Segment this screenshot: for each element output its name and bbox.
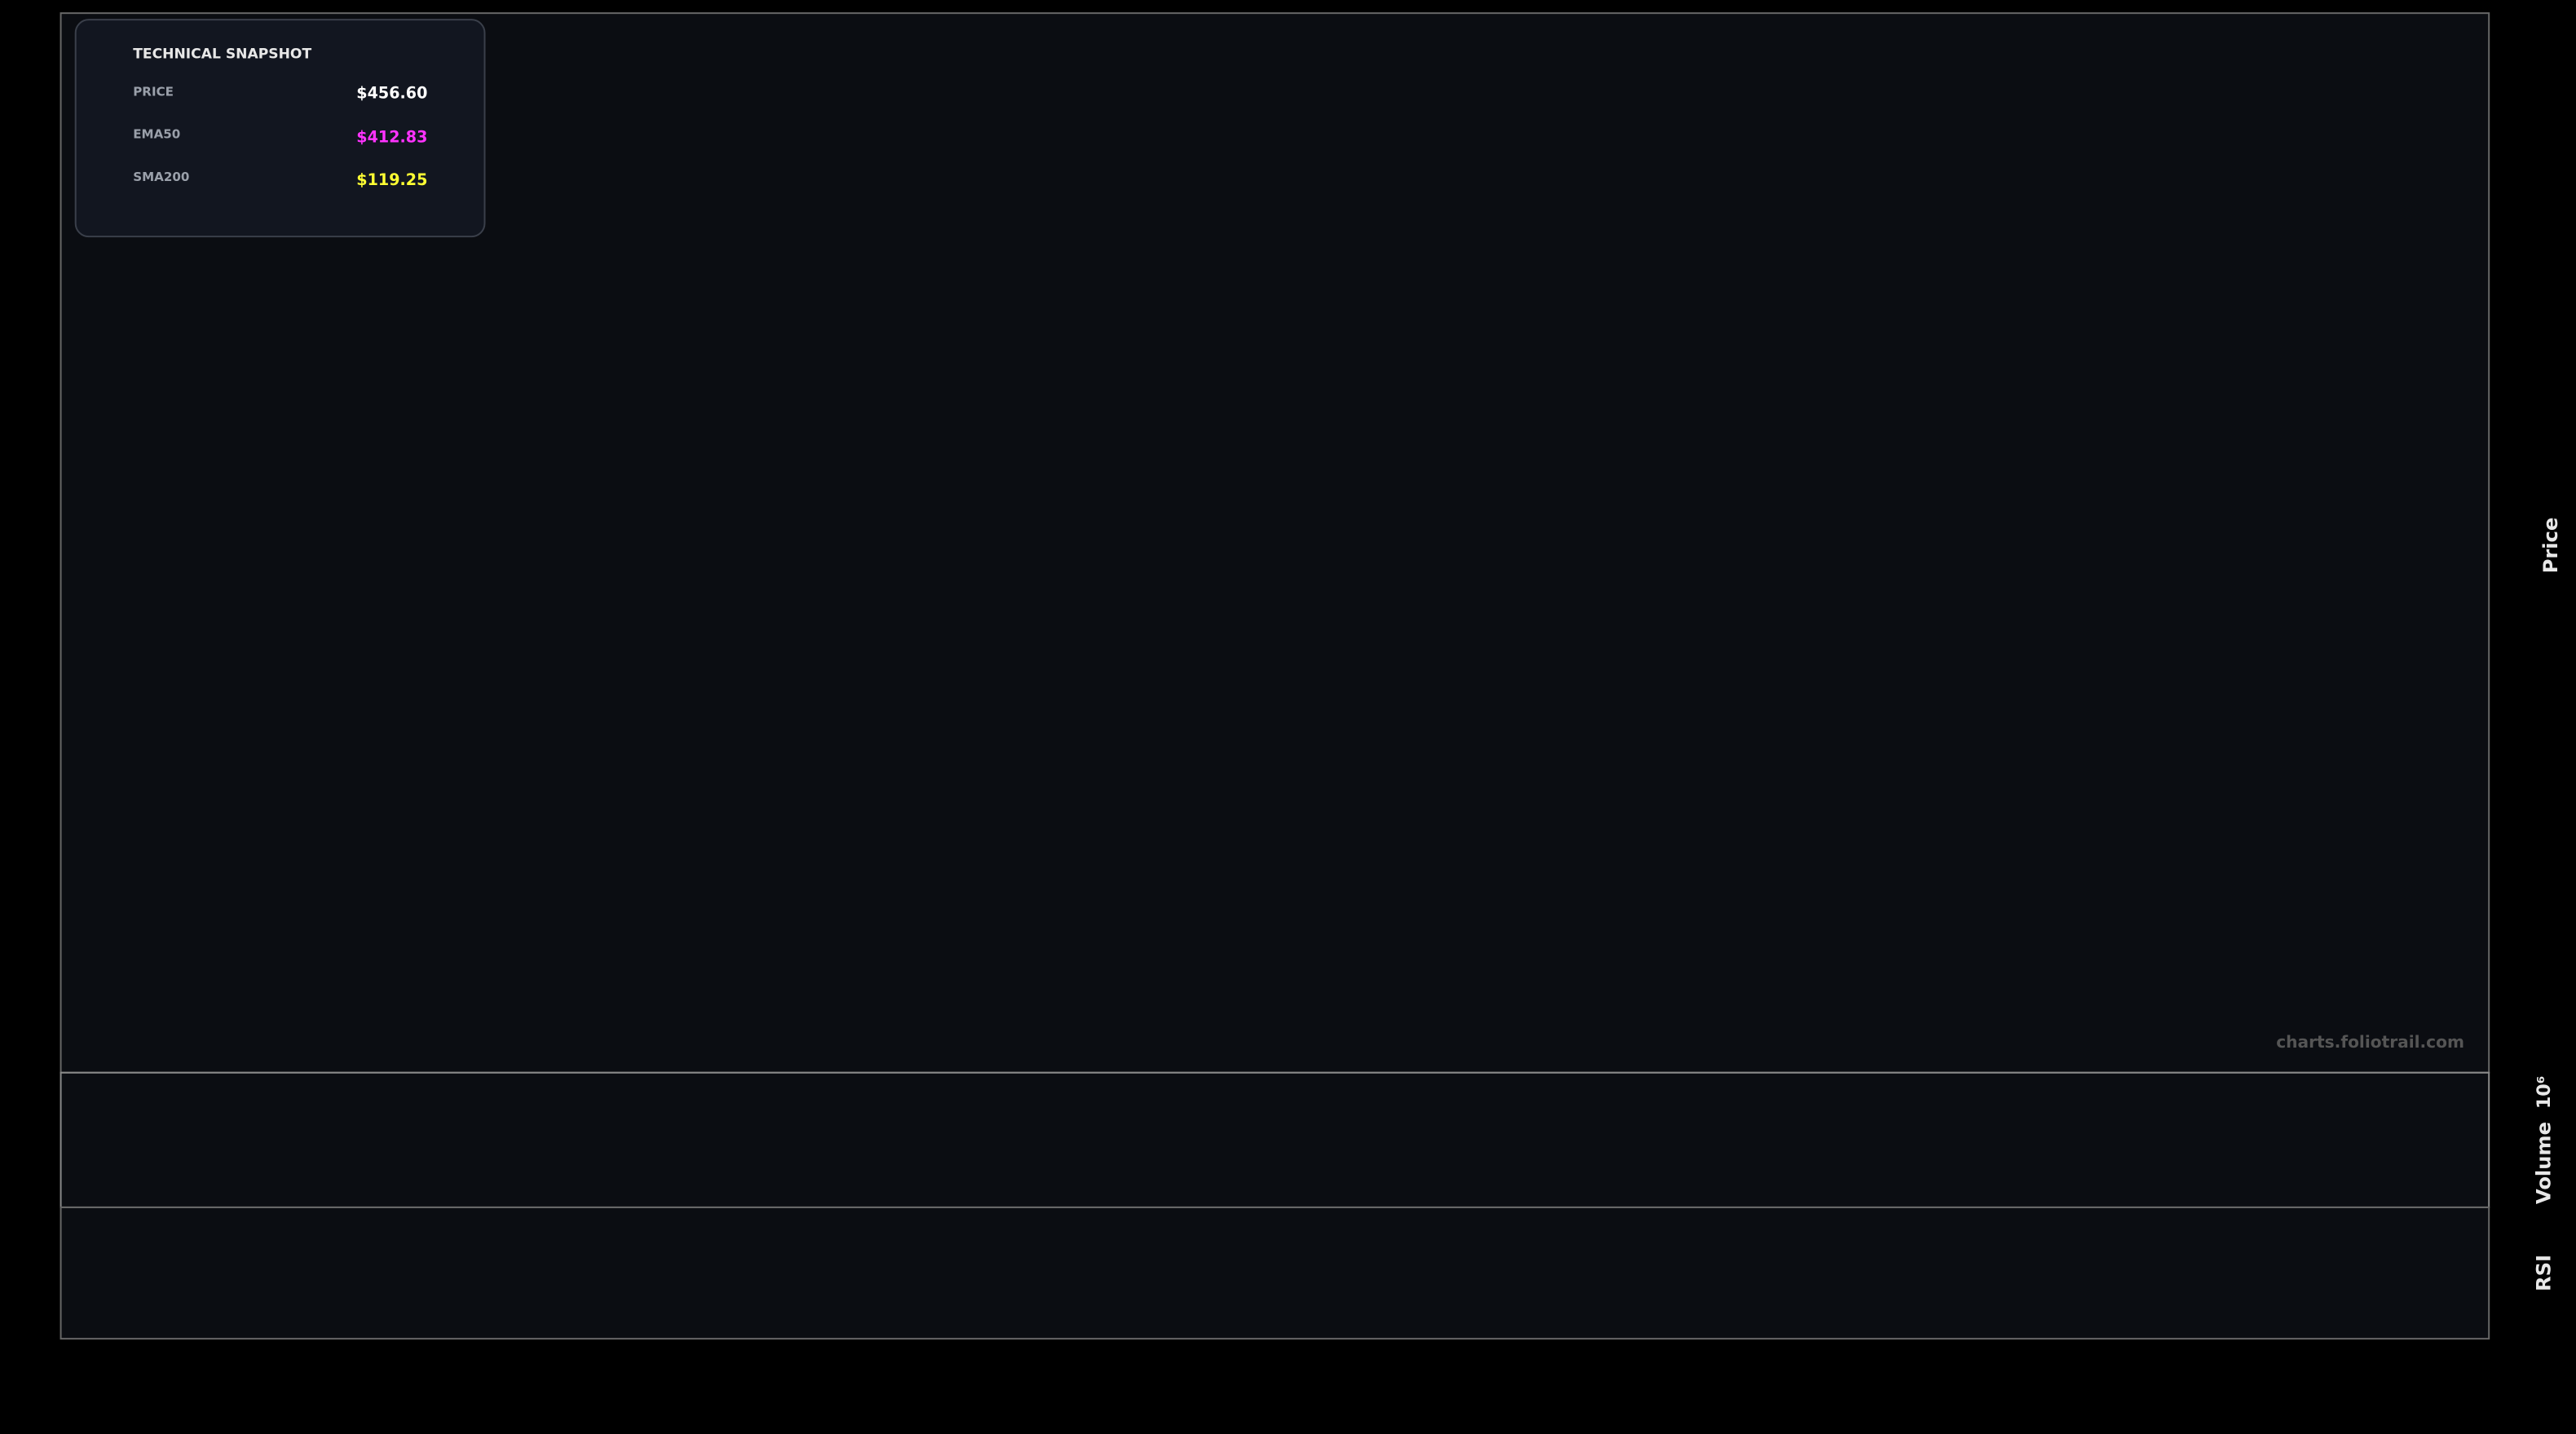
snapshot-title: TECHNICAL SNAPSHOT <box>133 46 311 62</box>
snapshot-value: $412.83 <box>356 128 427 147</box>
snapshot-value: $456.60 <box>356 83 427 102</box>
y-axis-label: Price <box>2539 518 2562 574</box>
snapshot-box: TECHNICAL SNAPSHOT PRICE EMA50 SMA200 $4… <box>74 19 486 238</box>
snapshot-panel <box>74 19 486 238</box>
snapshot-label: EMA50 <box>133 127 180 142</box>
snapshot-label: SMA200 <box>133 170 189 184</box>
snapshot-label: PRICE <box>133 84 174 99</box>
snapshot-value: $119.25 <box>356 170 427 189</box>
y-axis-label: RSI <box>2533 1255 2556 1291</box>
rsi-panel-frame <box>60 1206 2490 1340</box>
watermark: charts.foliotrail.com <box>2276 1032 2464 1052</box>
y-axis-label: Volume <box>2533 1122 2556 1204</box>
axis-offset-text: 10⁶ <box>2534 1076 2555 1110</box>
